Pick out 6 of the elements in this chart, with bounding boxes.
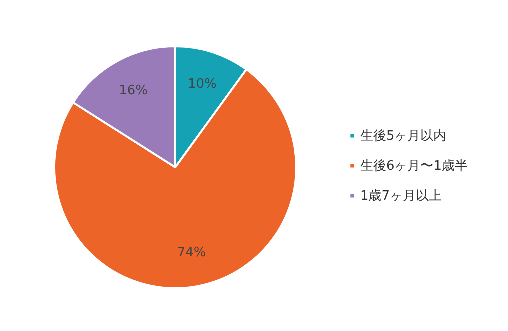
- data-label: 74%: [177, 246, 206, 261]
- legend-label: 生後6ヶ月〜1歳半: [360, 158, 468, 174]
- data-label: 16%: [119, 84, 148, 99]
- legend-label: 1歳7ヶ月以上: [360, 188, 442, 204]
- legend-label: 生後5ヶ月以内: [360, 128, 447, 144]
- data-label: 10%: [188, 77, 217, 92]
